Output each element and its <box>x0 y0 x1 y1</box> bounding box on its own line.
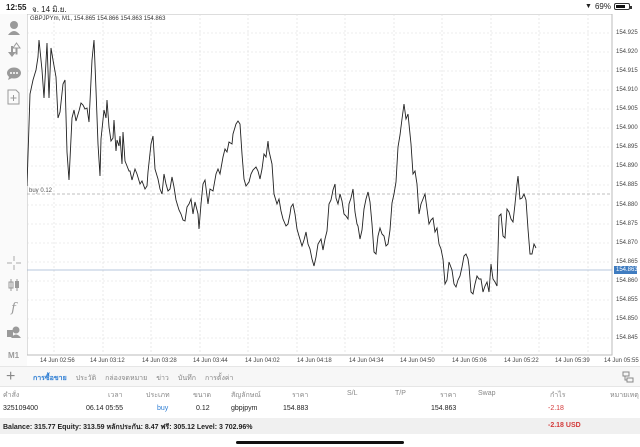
table-header: คำสั่ง เวลา ประเภท ขนาด สัญลักษณ์ ราคา S… <box>0 387 640 401</box>
price-label: 154.850 <box>616 316 638 322</box>
tab-trade[interactable]: การซื้อขาย <box>33 375 67 382</box>
orders-table: คำสั่ง เวลา ประเภท ขนาด สัญลักษณ์ ราคา S… <box>0 387 640 417</box>
time-label: 14 Jun 04:50 <box>400 358 435 364</box>
col-sl[interactable]: S/L <box>347 390 358 397</box>
order-type: buy <box>157 405 169 412</box>
time-label: 14 Jun 05:22 <box>504 358 539 364</box>
terminal-tab-bar: + การซื้อขาย ประวัติ กล่องจดหมาย ข่าว บั… <box>0 366 640 387</box>
order-id: 325109400 <box>3 405 39 412</box>
price-line <box>27 39 537 295</box>
price-label: 154.915 <box>616 68 638 74</box>
tab-news[interactable]: ข่าว <box>156 375 169 382</box>
col-order[interactable]: คำสั่ง <box>3 392 20 399</box>
clock: 12:55 <box>6 3 27 12</box>
price-label: 154.900 <box>616 125 638 131</box>
price-label: 154.895 <box>616 144 638 150</box>
price-label: 154.920 <box>616 49 638 55</box>
date: จ. 14 มิ.ย. <box>32 5 67 14</box>
tab-history[interactable]: ประวัติ <box>75 375 97 382</box>
time-label: 14 Jun 04:02 <box>245 358 280 364</box>
price-label: 154.855 <box>616 297 638 303</box>
order-profit: -2.18 <box>548 405 564 412</box>
price-label: 154.845 <box>616 335 638 341</box>
status-right: ▼ 69% <box>585 2 632 11</box>
add-icon[interactable]: + <box>6 368 16 385</box>
price-label: 154.880 <box>616 202 638 208</box>
layout-toggle-icon[interactable] <box>622 371 634 383</box>
price-label: 154.905 <box>616 106 638 112</box>
order-open-price: 154.883 <box>283 405 309 412</box>
indicator-f-icon[interactable]: f <box>11 301 16 316</box>
price-label: 154.870 <box>616 240 638 246</box>
tab-journal[interactable]: บันทึก <box>177 375 196 382</box>
wifi-icon: ▼ <box>585 3 592 10</box>
battery-percent: 69% <box>594 2 611 11</box>
current-price-tag: 154.863 <box>614 266 638 274</box>
time-label: 14 Jun 03:28 <box>142 358 177 364</box>
balance-text: Balance: 315.77 Equity: 313.59 หลักประกั… <box>3 424 253 431</box>
price-label: 154.890 <box>616 163 638 169</box>
time-label: 14 Jun 03:12 <box>90 358 125 364</box>
price-chart[interactable]: GBPJPYm, M1, 154.865 154.866 154.863 154… <box>27 14 640 366</box>
order-symbol: gbpjpym <box>231 405 258 412</box>
time-label: 14 Jun 03:44 <box>193 358 228 364</box>
col-swap[interactable]: Swap <box>478 390 496 397</box>
time-label: 14 Jun 05:55 <box>604 358 639 364</box>
time-label: 14 Jun 04:34 <box>349 358 384 364</box>
time-label: 14 Jun 05:06 <box>452 358 487 364</box>
col-time[interactable]: เวลา <box>108 392 123 399</box>
battery-icon <box>614 3 632 10</box>
col-comment[interactable]: หมายเหตุ <box>610 392 639 399</box>
time-label: 14 Jun 02:56 <box>40 358 75 364</box>
terminal-tabs: การซื้อขาย ประวัติ กล่องจดหมาย ข่าว บันท… <box>33 373 233 384</box>
order-current-price: 154.863 <box>431 405 457 412</box>
status-bar: 12:55 จ. 14 มิ.ย. ▼ 69% <box>0 0 640 14</box>
price-label: 154.925 <box>616 30 638 36</box>
col-profit[interactable]: กำไร <box>550 392 566 399</box>
objects-icon[interactable] <box>4 322 23 341</box>
col-symbol[interactable]: สัญลักษณ์ <box>231 392 261 399</box>
price-label: 154.860 <box>616 278 638 284</box>
order-time: 06.14 05:55 <box>86 405 123 412</box>
trade-arrows-icon[interactable] <box>4 40 23 59</box>
price-label: 154.865 <box>616 259 638 265</box>
time-label: 14 Jun 04:18 <box>297 358 332 364</box>
crosshair-icon[interactable] <box>4 253 23 272</box>
home-indicator <box>236 441 404 444</box>
price-label: 154.885 <box>616 182 638 188</box>
new-order-icon[interactable] <box>4 87 23 106</box>
tab-mailbox[interactable]: กล่องจดหมาย <box>105 375 148 382</box>
chat-icon[interactable] <box>4 64 23 83</box>
col-price[interactable]: ราคา <box>440 392 457 399</box>
chart-title: GBPJPYm, M1, 154.865 154.866 154.863 154… <box>30 16 166 22</box>
col-tp[interactable]: T/P <box>395 390 406 397</box>
buy-line-label: buy 0.12 <box>29 188 53 194</box>
candlestick-icon[interactable] <box>4 275 23 294</box>
price-label: 154.910 <box>616 87 638 93</box>
col-open-price[interactable]: ราคา <box>292 392 309 399</box>
tab-settings[interactable]: การตั้งค่า <box>204 375 234 382</box>
left-toolbar: f M1 <box>0 14 27 366</box>
order-size: 0.12 <box>196 405 210 412</box>
account-icon[interactable] <box>4 18 23 37</box>
total-profit: -2.18 USD <box>548 422 581 429</box>
col-size[interactable]: ขนาด <box>193 392 212 399</box>
chart-canvas[interactable] <box>27 14 640 366</box>
account-summary: Balance: 315.77 Equity: 313.59 หลักประกั… <box>0 418 640 434</box>
time-label: 14 Jun 05:39 <box>555 358 590 364</box>
table-row[interactable]: 325109400 06.14 05:55 buy 0.12 gbpjpym 1… <box>0 401 640 417</box>
col-type[interactable]: ประเภท <box>146 392 170 399</box>
price-label: 154.875 <box>616 221 638 227</box>
timeframe-button[interactable]: M1 <box>7 351 20 360</box>
